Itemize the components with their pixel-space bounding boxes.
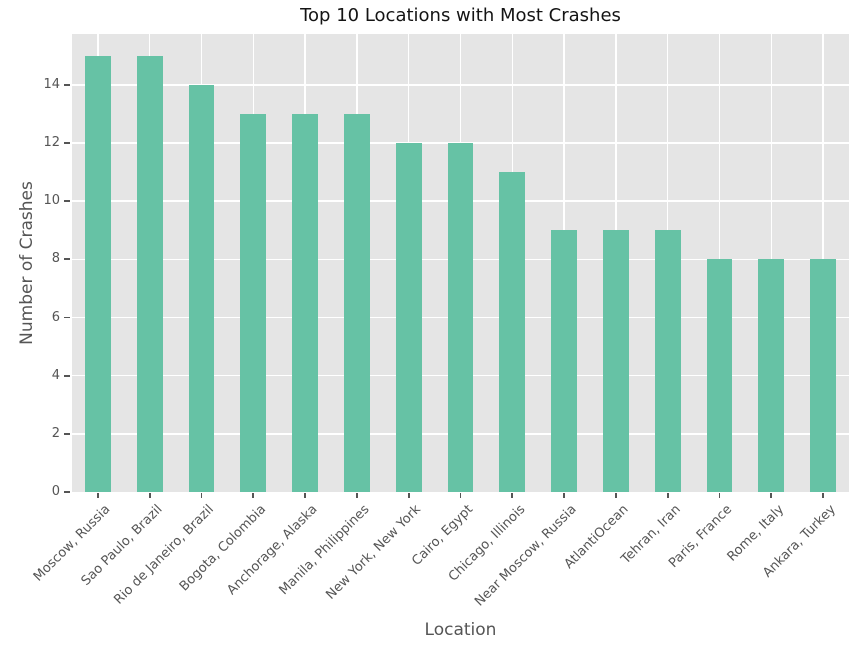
y-tick-label: 12: [43, 135, 60, 151]
x-tick-mark: [148, 493, 151, 498]
y-tick-label: 10: [43, 193, 60, 209]
y-tick-mark: [64, 83, 70, 86]
plot-area: [72, 34, 849, 492]
bar: [706, 259, 733, 492]
y-tick-label: 6: [51, 309, 60, 325]
bar: [551, 230, 578, 492]
bar: [395, 143, 422, 492]
bar: [447, 143, 474, 492]
x-tick-mark: [770, 493, 773, 498]
bar: [188, 84, 215, 492]
x-tick-mark: [252, 493, 255, 498]
y-tick-mark: [64, 142, 70, 144]
bar: [654, 230, 681, 492]
bar: [499, 172, 526, 492]
bar: [292, 113, 319, 492]
y-tick-label: 0: [51, 484, 60, 499]
y-tick-label: 14: [43, 76, 60, 92]
y-tick-mark: [64, 491, 70, 493]
x-tick-mark: [718, 493, 721, 498]
y-tick-label: 8: [51, 251, 60, 267]
bar: [240, 113, 267, 492]
y-tick-mark: [64, 374, 70, 377]
y-tick-mark: [64, 432, 70, 435]
x-tick-mark: [511, 493, 514, 498]
x-tick-label: Anchorage, Alaska: [224, 502, 321, 599]
x-tick-mark: [459, 493, 462, 498]
x-tick-mark: [200, 493, 203, 498]
x-tick-mark: [615, 493, 617, 498]
x-tick-mark: [356, 493, 358, 498]
y-tick-mark: [64, 316, 70, 319]
y-tick-label: 4: [51, 367, 60, 383]
x-tick-label: Bogota, Colombia: [176, 502, 269, 595]
bar: [602, 230, 629, 492]
bar: [810, 259, 837, 492]
y-tick-mark: [64, 200, 70, 203]
y-tick-mark: [64, 258, 70, 261]
y-tick-label: 2: [51, 425, 60, 441]
bar: [758, 259, 785, 492]
x-tick-mark: [304, 493, 306, 498]
bar: [84, 55, 111, 492]
x-tick-label: New York, New York: [323, 502, 425, 603]
chart-title: Top 10 Locations with Most Crashes: [300, 5, 621, 26]
x-tick-mark: [97, 493, 99, 498]
x-tick-mark: [407, 493, 410, 498]
x-tick-label: Manila, Philippines: [276, 502, 373, 599]
x-tick-label: Near Moscow, Russia: [472, 502, 580, 610]
bar: [136, 55, 163, 492]
x-tick-mark: [822, 493, 824, 498]
x-tick-mark: [666, 493, 669, 498]
x-tick-label: Rio de Janeiro, Brazil: [111, 502, 218, 608]
bar: [343, 113, 370, 492]
x-tick-mark: [563, 493, 565, 498]
x-axis-title: Location: [424, 620, 497, 640]
